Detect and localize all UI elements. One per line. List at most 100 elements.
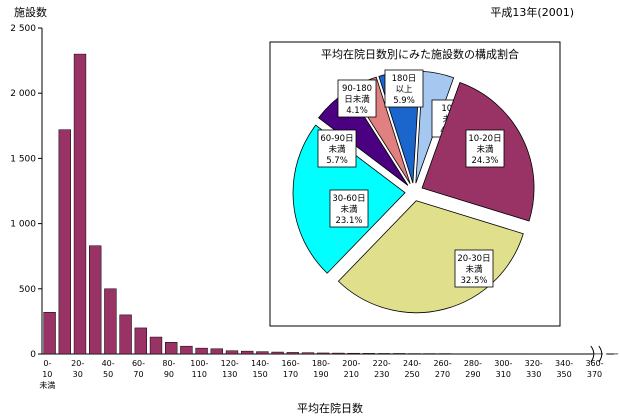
- y-tick-label: 500: [19, 285, 36, 295]
- x-tick-label-line: 280-: [464, 359, 482, 368]
- pie-label-box: [384, 69, 424, 108]
- pie-label-line: 24.3%: [471, 156, 498, 166]
- bar: [271, 351, 284, 355]
- x-axis-title: 平均在院日数: [297, 401, 363, 415]
- pie-label-line: 10-20日: [468, 134, 501, 144]
- bar: [347, 352, 360, 355]
- x-tick-label-line: 110: [192, 370, 207, 379]
- x-tick-label-line: 40-: [102, 359, 115, 368]
- pie-label-line: 未満: [340, 204, 358, 215]
- x-tick-label: 140- 150: [251, 359, 269, 379]
- bar: [73, 53, 87, 355]
- pie-title: 平均在院日数別にみた施設数の構成割合: [321, 47, 519, 61]
- x-tick-label-line: 240-: [403, 359, 421, 368]
- bar: [43, 312, 56, 355]
- year-label: 平成13年(2001): [490, 5, 574, 19]
- pie-label-line: 180日: [392, 74, 417, 84]
- pie-chart: 10日未満4.5%10-20日未満24.3%20-30日未満32.5%30-60…: [292, 69, 535, 314]
- pie-label-line: 以上: [395, 85, 413, 95]
- x-tick-label-line: 360-: [585, 359, 603, 368]
- x-tick-label: 340- 350: [555, 359, 573, 379]
- x-tick-label-line: 150: [252, 370, 267, 379]
- pie-label-line: 未満: [476, 144, 494, 155]
- bar: [301, 352, 315, 355]
- x-tick-label-line: 270: [435, 370, 450, 379]
- x-tick-label-line: 350: [556, 370, 571, 379]
- x-tick-label: 180- 190: [312, 359, 330, 379]
- x-tick-label: 360- 370: [585, 359, 603, 379]
- x-tick-label-line: 170: [283, 370, 298, 379]
- bar: [362, 353, 375, 355]
- pie-label-line: 未満: [465, 264, 483, 275]
- x-tick-label-line: 200-: [342, 359, 360, 368]
- pie-label-line: 30-60日: [332, 194, 365, 204]
- pie-label-box: [465, 129, 505, 168]
- x-tick-label-line: 140-: [251, 359, 269, 368]
- bar: [180, 345, 193, 355]
- x-tick-label: 320- 330: [525, 359, 543, 379]
- x-tick-label: 40-50: [102, 359, 115, 379]
- x-tick-label: 120- 130: [221, 359, 239, 379]
- x-tick-label-line: 340-: [555, 359, 573, 368]
- y-tick-label: 2 000: [10, 89, 36, 99]
- x-tick-label-line: 60-: [132, 359, 145, 368]
- x-tick-label-line: 90: [164, 370, 174, 379]
- bar: [393, 353, 406, 355]
- bar: [241, 350, 254, 355]
- x-tick-label-line: 50: [103, 370, 113, 379]
- pie-label-box: [317, 129, 357, 168]
- x-tick-label: 260- 270: [433, 359, 451, 379]
- y-tick-label: 1 500: [10, 154, 36, 164]
- bar: [119, 314, 132, 355]
- pie-label-line: 32.5%: [460, 276, 487, 286]
- x-tick-label-line: 220-: [373, 359, 391, 368]
- x-tick-label-line: 30: [73, 370, 83, 379]
- x-tick-label-line: 190: [313, 370, 328, 379]
- x-tick-label-line: 10: [42, 370, 52, 379]
- x-tick-label-line: 70: [133, 370, 143, 379]
- bar: [89, 245, 102, 355]
- bar: [58, 129, 71, 355]
- bar: [225, 350, 239, 355]
- x-tick-label: 160- 170: [281, 359, 299, 379]
- pie-label-line: 5.7%: [326, 156, 348, 166]
- pie-label-box: [329, 189, 369, 228]
- x-tick-label-line: 210: [344, 370, 359, 379]
- pie-label-line: 日未満: [344, 94, 370, 105]
- y-tick-label: 2 500: [10, 24, 36, 34]
- bar: [104, 288, 117, 355]
- x-tick-label: 80-90: [162, 359, 175, 379]
- x-tick-label: 280- 290: [464, 359, 482, 379]
- x-tick-label-line: 未満: [39, 380, 55, 390]
- y-axis-title: 施設数: [14, 5, 47, 19]
- bar: [332, 352, 345, 355]
- bar: [317, 352, 330, 355]
- pie-label-line: 5.9%: [393, 96, 415, 106]
- bar: [195, 347, 208, 355]
- pie-label-box: [337, 79, 377, 118]
- x-tick-label-line: 330: [526, 370, 541, 379]
- pie-label-box: [454, 249, 494, 288]
- x-tick-label: 220- 230: [373, 359, 391, 379]
- x-tick-label-line: 260-: [433, 359, 451, 368]
- x-tick-label-line: 320-: [525, 359, 543, 368]
- x-tick-label-line: 300-: [494, 359, 512, 368]
- x-tick-label: 240- 250: [403, 359, 421, 379]
- x-tick-label-line: 160-: [281, 359, 299, 368]
- pie-label-line: 23.1%: [335, 216, 362, 226]
- x-tick-label-line: 310: [496, 370, 511, 379]
- x-tick-label: 200- 210: [342, 359, 360, 379]
- x-tick-label: 300- 310: [494, 359, 512, 379]
- x-tick-label: 100- 110: [190, 359, 208, 379]
- x-tick-label-line: 250: [404, 370, 419, 379]
- x-tick-label-line: 180-: [312, 359, 330, 368]
- bar: [210, 348, 223, 355]
- x-tick-label-line: 80-: [162, 359, 175, 368]
- x-tick-label-line: 290: [465, 370, 480, 379]
- x-tick-label-line: 120-: [221, 359, 239, 368]
- x-tick-label-line: 20-: [71, 359, 84, 368]
